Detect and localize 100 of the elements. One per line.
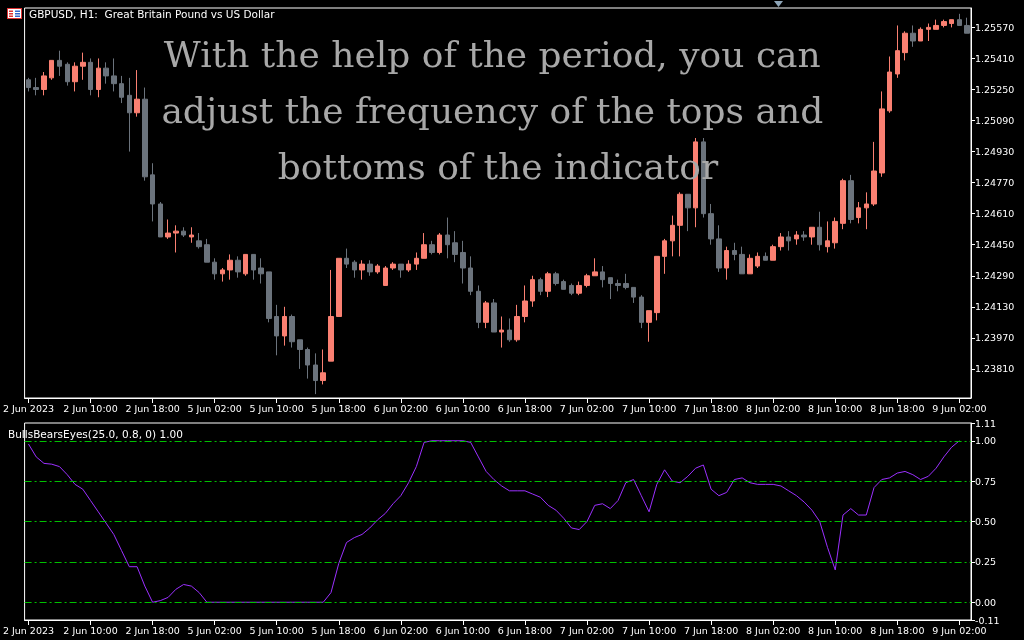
x-tick-label: 2 Jun 18:00	[125, 624, 180, 636]
x-tick-label: 7 Jun 02:00	[559, 624, 615, 636]
y-tick-label: 0.50	[975, 516, 997, 527]
candlestick	[103, 61, 109, 85]
candlestick	[227, 253, 233, 281]
candlestick	[553, 271, 559, 286]
x-tick-label: 5 Jun 02:00	[187, 402, 242, 414]
candlestick	[26, 77, 31, 92]
x-tick-label: 6 Jun 18:00	[497, 624, 553, 636]
candlestick	[848, 174, 854, 224]
candlestick	[445, 217, 450, 259]
candlestick	[158, 201, 163, 238]
candlestick	[778, 232, 784, 252]
candlestick	[933, 19, 939, 30]
candlestick	[840, 178, 846, 230]
candlestick	[522, 284, 528, 323]
candlestick	[747, 253, 753, 275]
candlestick	[895, 24, 900, 79]
y-tick-label: 1.24130	[975, 301, 1015, 313]
candlestick	[716, 224, 722, 273]
candlestick	[421, 232, 427, 259]
candlestick	[266, 271, 272, 323]
candlestick	[856, 201, 861, 224]
candlestick	[902, 30, 908, 61]
candlestick	[468, 255, 473, 296]
candlestick	[949, 19, 954, 28]
x-tick-label: 7 Jun 02:00	[559, 402, 615, 414]
candlestick	[289, 314, 295, 349]
candlestick	[871, 141, 877, 207]
y-tick-label: 0.25	[975, 556, 997, 568]
candlestick	[274, 304, 279, 356]
candlestick	[406, 259, 411, 273]
candlestick	[173, 224, 179, 253]
y-tick-label: 1.25250	[975, 83, 1015, 95]
candlestick	[786, 230, 791, 252]
candlestick	[390, 261, 396, 271]
candlestick	[957, 13, 962, 26]
y-tick-label: 1.24770	[975, 177, 1015, 189]
candlestick	[755, 251, 760, 269]
candlestick	[134, 69, 140, 118]
candlestick	[825, 220, 830, 253]
candlestick	[615, 279, 621, 292]
candlestick	[344, 248, 349, 269]
y-tick-label: 1.23970	[975, 332, 1015, 344]
x-tick-label: 5 Jun 18:00	[311, 402, 366, 414]
y-tick-label: 1.24610	[975, 208, 1015, 220]
candlestick	[243, 253, 248, 277]
candlestick	[623, 273, 629, 290]
y-tick-label: 1.24930	[975, 146, 1015, 158]
x-tick-label: 6 Jun 02:00	[373, 624, 428, 636]
candlestick	[584, 273, 590, 288]
candlestick	[437, 232, 442, 255]
candlestick	[150, 162, 155, 222]
candlestick	[739, 246, 745, 275]
candlestick	[507, 317, 512, 343]
candlestick	[235, 255, 241, 279]
y-tick-label: 1.24290	[975, 270, 1015, 282]
candlestick	[460, 240, 466, 285]
candlestick	[476, 284, 481, 329]
candlestick	[662, 238, 667, 275]
candlestick	[918, 26, 923, 42]
candlestick	[111, 57, 117, 92]
candlestick	[251, 253, 256, 281]
candlestick	[72, 61, 78, 92]
candlestick	[809, 226, 815, 246]
x-tick-label: 5 Jun 10:00	[249, 402, 304, 414]
candlestick	[49, 59, 54, 81]
candlestick	[724, 246, 729, 281]
y-tick-label: 1.24450	[975, 239, 1015, 251]
candlestick	[801, 230, 807, 242]
x-tick-label: 2 Jun 2023	[2, 402, 55, 414]
x-tick-label: 7 Jun 10:00	[621, 624, 677, 636]
candlestick	[763, 251, 768, 261]
candlestick	[654, 255, 660, 321]
candlestick	[879, 90, 885, 178]
candlestick	[212, 257, 217, 281]
y-tick-label: 0.00	[975, 596, 997, 608]
candlestick	[282, 306, 287, 347]
candlestick	[732, 242, 737, 261]
candlestick	[96, 57, 101, 98]
candlestick	[313, 352, 318, 395]
candlestick	[258, 257, 264, 285]
candlestick	[864, 191, 869, 230]
candlestick	[452, 230, 458, 263]
candlestick	[196, 232, 202, 250]
candlestick	[499, 316, 504, 349]
candlestick	[80, 52, 86, 81]
candlestick	[941, 19, 947, 28]
candlestick	[367, 259, 373, 277]
candlestick	[600, 265, 605, 288]
candlestick	[204, 238, 210, 263]
candlestick	[328, 269, 334, 362]
candlestick	[794, 230, 799, 246]
y-tick-label: 1.00	[975, 435, 997, 447]
candlestick	[576, 281, 582, 296]
x-tick-label: 8 Jun 02:00	[746, 402, 801, 414]
candlestick	[817, 211, 822, 252]
candlestick	[561, 279, 566, 290]
x-tick-label: 5 Jun 18:00	[311, 624, 366, 636]
x-tick-label: 2 Jun 10:00	[63, 624, 118, 636]
